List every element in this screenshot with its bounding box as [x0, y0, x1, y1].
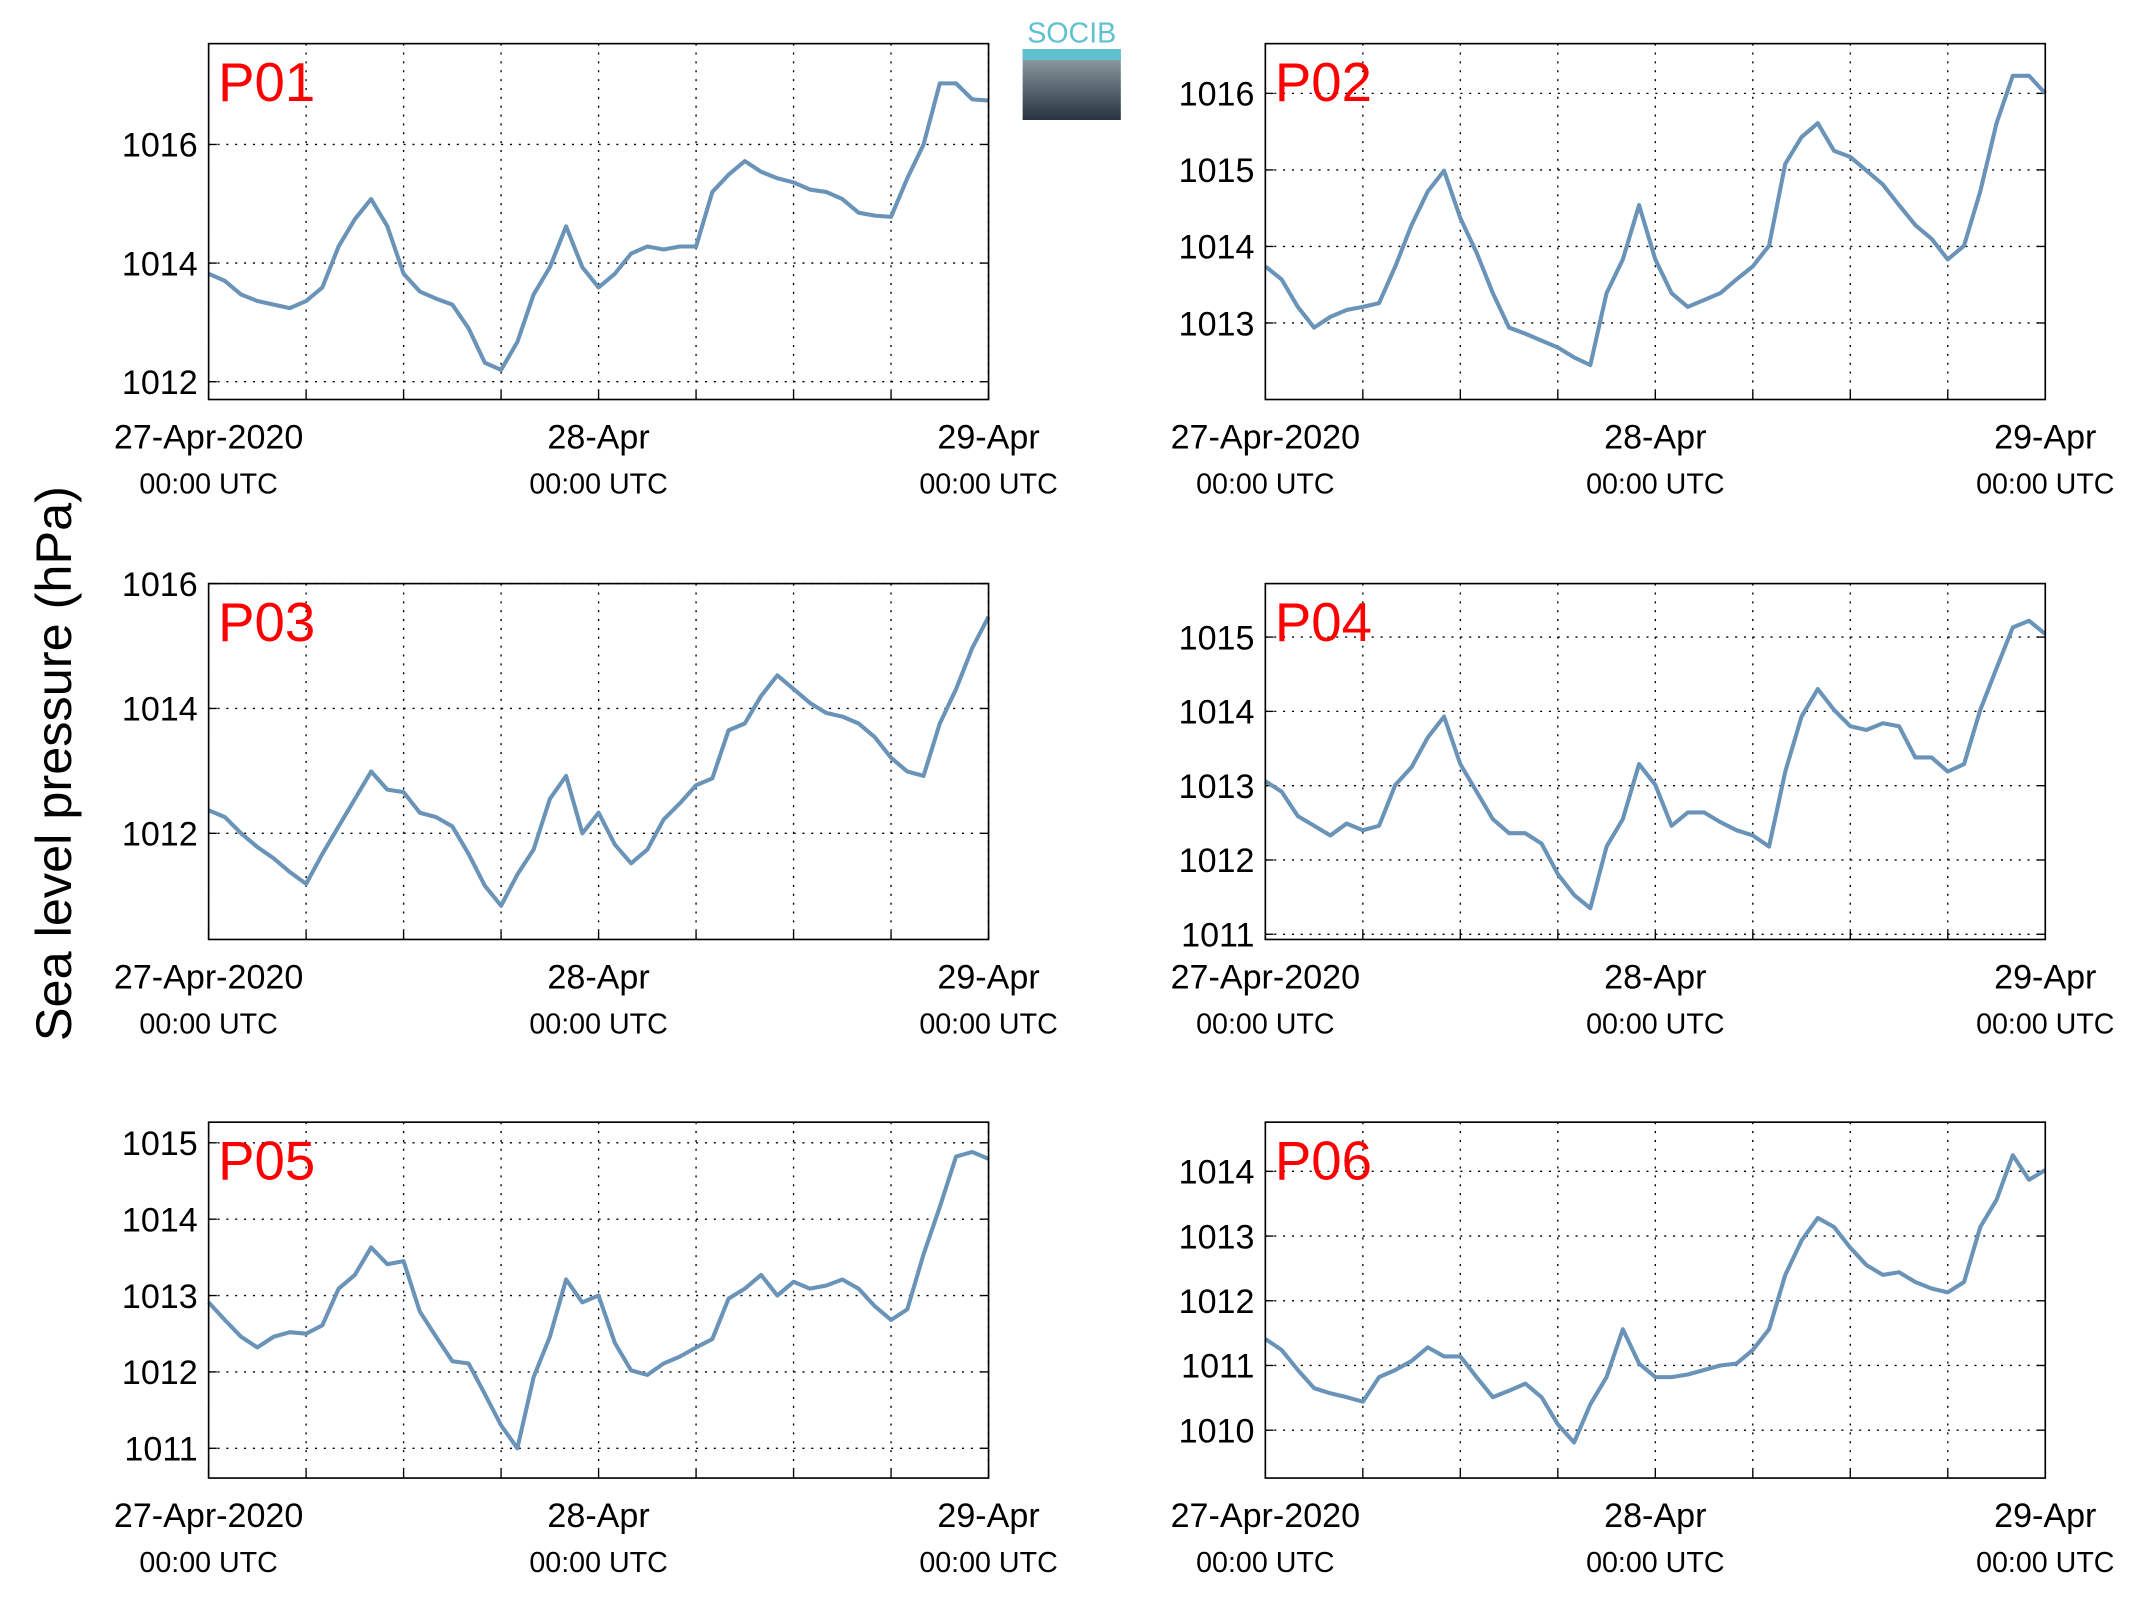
panel: 27-Apr-2020 00:00 UTC 28-Apr 00:00 UTC 29-Ap… [1171, 582, 2114, 1041]
x-tick-sublabel: 00:00 UTC [1976, 1009, 2114, 1041]
x-tick-label: 28-Apr [1604, 959, 1706, 997]
y-tick-label: 1012 [122, 364, 198, 402]
x-tick-label: 27-Apr-2020 [1171, 419, 1360, 457]
x-tick-sublabel: 00:00 UTC [1976, 1547, 2114, 1579]
axes-frame [1264, 42, 2047, 401]
x-tick-label: 29-Apr [1994, 1497, 2096, 1535]
data-line [207, 1149, 990, 1451]
x-tick-label: 27-Apr-2020 [1171, 959, 1360, 997]
y-tick-label: 1016 [1179, 76, 1255, 114]
x-tick-sublabel: 00:00 UTC [1586, 469, 1724, 501]
x-tick-sublabel: 00:00 UTC [1196, 1547, 1334, 1579]
y-tick-label: 1012 [1179, 842, 1255, 880]
x-tick-label: 27-Apr-2020 [114, 959, 303, 997]
x-tick-label: 27-Apr-2020 [114, 419, 303, 457]
x-tick-sublabel: 00:00 UTC [1196, 1009, 1334, 1041]
logo-band [1022, 49, 1121, 60]
x-tick-label: 28-Apr [1604, 419, 1706, 457]
y-tick-label: 1014 [1179, 229, 1255, 267]
panel-title: P02 [1275, 52, 1372, 113]
logo-block [1022, 49, 1121, 120]
y-tick-label: 1016 [122, 127, 198, 165]
y-tick-label: 1014 [1179, 694, 1255, 732]
x-tick-label: 29-Apr [937, 959, 1039, 997]
panel: 27-Apr-2020 00:00 UTC 28-Apr 00:00 UTC 29-Ap… [114, 1121, 1058, 1579]
x-tick-sublabel: 00:00 UTC [919, 1547, 1057, 1579]
panel: 27-Apr-2020 00:00 UTC 28-Apr 00:00 UTC 29-Ap… [1171, 1121, 2114, 1579]
y-tick-label: 1013 [1179, 305, 1255, 343]
y-axis-label: Sea level pressure (hPa) [25, 486, 82, 1041]
x-tick-label: 29-Apr [937, 419, 1039, 457]
y-tick-label: 1014 [122, 691, 198, 729]
x-tick-sublabel: 00:00 UTC [919, 469, 1057, 501]
panel: 27-Apr-2020 00:00 UTC 28-Apr 00:00 UTC 29-Ap… [114, 42, 1058, 501]
x-tick-sublabel: 00:00 UTC [919, 1009, 1057, 1041]
x-tick-sublabel: 00:00 UTC [1976, 469, 2114, 501]
y-tick-label: 1014 [122, 245, 198, 283]
x-tick-sublabel: 00:00 UTC [529, 1547, 667, 1579]
x-tick-label: 28-Apr [547, 959, 649, 997]
panel-title: P01 [218, 52, 315, 113]
data-line [1264, 618, 2047, 911]
panel-title: P06 [1275, 1130, 1372, 1191]
x-tick-label: 29-Apr [937, 1497, 1039, 1535]
x-tick-sublabel: 00:00 UTC [1586, 1547, 1724, 1579]
y-tick-label: 1013 [1179, 768, 1255, 806]
x-tick-label: 27-Apr-2020 [114, 1497, 303, 1535]
y-tick-label: 1014 [1179, 1154, 1255, 1192]
data-line [1264, 73, 2047, 368]
x-tick-label: 27-Apr-2020 [1171, 1497, 1360, 1535]
data-line [207, 81, 989, 372]
x-tick-sublabel: 00:00 UTC [529, 469, 667, 501]
x-tick-sublabel: 00:00 UTC [1196, 469, 1334, 501]
x-tick-label: 29-Apr [1994, 959, 2096, 997]
y-tick-label: 1014 [122, 1201, 198, 1239]
axes-frame [1264, 582, 2047, 941]
axes-frame [207, 42, 990, 401]
panel-title: P04 [1275, 592, 1372, 653]
data-line [1264, 1153, 2047, 1445]
panel: 27-Apr-2020 00:00 UTC 28-Apr 00:00 UTC 29-Ap… [1171, 42, 2114, 501]
x-tick-sublabel: 00:00 UTC [139, 1009, 277, 1041]
panel: 27-Apr-2020 00:00 UTC 28-Apr 00:00 UTC 29-Ap… [114, 566, 1058, 1041]
axes-frame [1264, 1121, 2047, 1479]
x-tick-label: 29-Apr [1994, 419, 2096, 457]
y-tick-label: 1011 [1181, 917, 1254, 955]
data-line [207, 615, 991, 908]
y-tick-label: 1015 [1179, 152, 1255, 190]
x-tick-label: 28-Apr [547, 1497, 649, 1535]
y-tick-label: 1012 [1179, 1283, 1255, 1321]
x-tick-label: 28-Apr [1604, 1497, 1706, 1535]
x-tick-sublabel: 00:00 UTC [1586, 1009, 1724, 1041]
panel-title: P05 [218, 1130, 315, 1191]
y-tick-label: 1010 [1179, 1412, 1255, 1450]
axes-frame [207, 582, 990, 941]
logo: SOCIB [1022, 17, 1121, 120]
y-tick-label: 1015 [1179, 619, 1255, 657]
x-tick-sublabel: 00:00 UTC [139, 1547, 277, 1579]
x-tick-sublabel: 00:00 UTC [529, 1009, 667, 1041]
y-tick-label: 1012 [122, 816, 198, 854]
x-tick-label: 28-Apr [547, 419, 649, 457]
y-tick-label: 1011 [1181, 1348, 1254, 1386]
y-tick-label: 1012 [122, 1354, 198, 1392]
panel-title: P03 [218, 592, 315, 653]
y-tick-label: 1013 [122, 1278, 198, 1316]
y-tick-label: 1013 [1179, 1218, 1255, 1256]
axes-frame [207, 1121, 990, 1479]
logo-text: SOCIB [1027, 17, 1116, 49]
y-tick-label: 1015 [122, 1125, 198, 1163]
y-tick-label: 1011 [124, 1431, 197, 1469]
y-tick-label: 1016 [122, 566, 198, 604]
x-tick-sublabel: 00:00 UTC [139, 469, 277, 501]
